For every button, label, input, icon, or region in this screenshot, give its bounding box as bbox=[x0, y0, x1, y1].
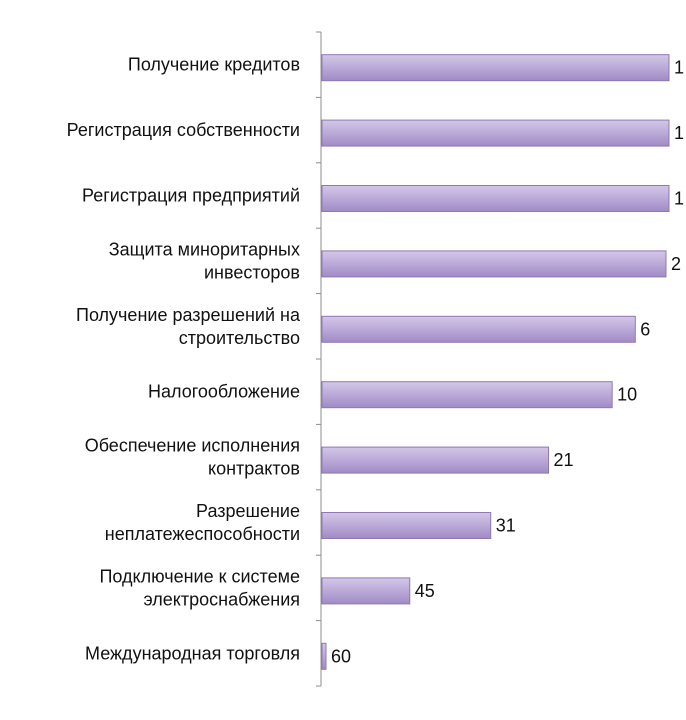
category-label: Международная торговля bbox=[85, 643, 300, 663]
category-label: Получение кредитов bbox=[128, 55, 300, 75]
bar bbox=[321, 512, 492, 539]
category-label: Подключение к системе электроснабжения bbox=[99, 566, 300, 609]
bar bbox=[321, 54, 670, 82]
data-label: 45 bbox=[415, 581, 435, 601]
bar bbox=[321, 642, 327, 670]
category-labels: Получение кредитов Регистрация собственно… bbox=[67, 55, 301, 664]
data-label: 60 bbox=[331, 646, 351, 666]
category-label: Налогообложение bbox=[148, 382, 300, 402]
data-label: 1 bbox=[674, 189, 684, 209]
bar bbox=[321, 119, 670, 147]
category-label: Обеспечение исполнения контрактов bbox=[85, 436, 300, 479]
bar bbox=[321, 381, 613, 409]
category-label: Защита миноритарных инвесторов bbox=[109, 239, 300, 282]
data-label: 1 bbox=[674, 123, 684, 143]
bar bbox=[321, 446, 550, 474]
value-labels: 1 1 1 2 6 10 21 31 45 60 bbox=[331, 58, 684, 667]
data-label: 1 bbox=[674, 58, 684, 78]
category-label: Регистрация предприятий bbox=[82, 186, 300, 206]
data-label: 6 bbox=[640, 319, 650, 339]
bar bbox=[321, 250, 667, 278]
data-label: 31 bbox=[496, 516, 516, 536]
data-label: 10 bbox=[617, 385, 637, 405]
data-label: 2 bbox=[671, 254, 681, 274]
category-label: Разрешение неплатежеспособности bbox=[105, 501, 300, 544]
bar bbox=[321, 185, 670, 212]
bars-group bbox=[321, 54, 670, 670]
bar bbox=[321, 577, 411, 605]
data-label: 21 bbox=[554, 450, 574, 470]
category-label: Получение разрешений на строительство bbox=[76, 305, 301, 348]
bar bbox=[321, 315, 636, 343]
category-label: Регистрация собственности bbox=[67, 120, 300, 140]
chart-axis bbox=[316, 31, 322, 687]
